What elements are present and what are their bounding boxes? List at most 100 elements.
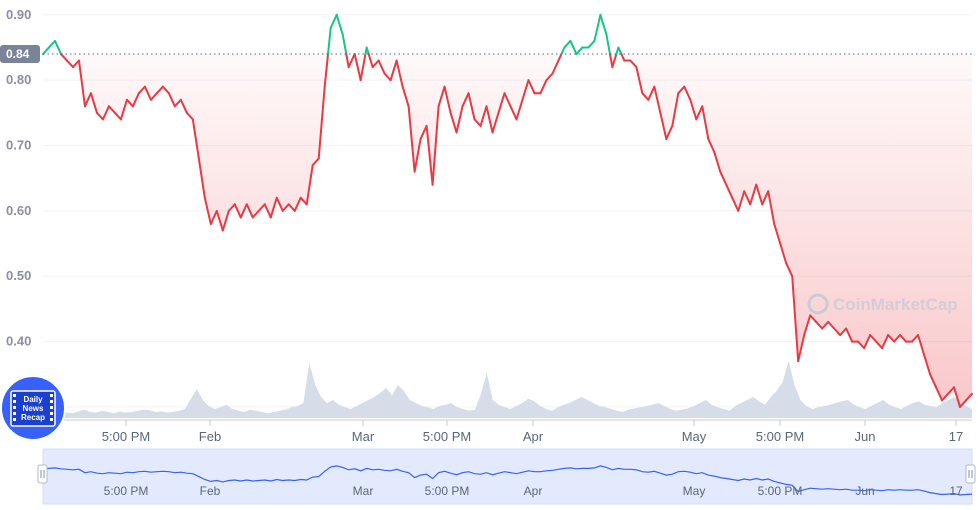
price-segment (467, 92, 476, 121)
price-segment (185, 111, 194, 121)
price-segment (125, 98, 134, 108)
price-segment (563, 39, 572, 49)
price-segment (407, 105, 416, 173)
reference-badge (0, 45, 40, 64)
price-segment (59, 53, 68, 62)
price-segment (539, 79, 548, 95)
price-segment (317, 85, 326, 160)
price-segment (608, 53, 614, 69)
price-segment (455, 105, 464, 134)
price-segment (377, 59, 386, 75)
y-axis: 0.900.800.700.600.500.400.30 (6, 7, 31, 414)
price-segment (485, 105, 494, 134)
price-segment (479, 105, 488, 127)
price-segment (173, 98, 182, 108)
price-segment (233, 203, 242, 219)
price-segment (809, 314, 818, 323)
price-segment (353, 53, 362, 82)
reference-line: 0.84 (0, 45, 972, 64)
price-segment (527, 79, 536, 95)
y-tick-label: 0.70 (6, 138, 31, 153)
price-segment (821, 320, 830, 330)
price-segment (281, 203, 290, 212)
price-segment (191, 118, 200, 160)
price-segment (359, 53, 367, 82)
price-segment (599, 13, 608, 36)
watermark-text: CoinMarketCap (833, 295, 958, 314)
navigator-series (42, 465, 973, 496)
y-tick-label: 0.60 (6, 203, 31, 218)
price-segment (917, 334, 926, 356)
price-segment (620, 53, 626, 62)
film-perforations-icon (13, 394, 53, 421)
price-segment (575, 46, 584, 56)
price-segment (155, 85, 164, 95)
navigator-right-handle[interactable] (965, 464, 976, 484)
daily-news-recap-logo: Daily News Recap (0, 375, 66, 441)
price-segment (335, 13, 344, 36)
price-segment (845, 327, 854, 343)
price-segment (689, 98, 698, 121)
price-segment (491, 111, 500, 134)
price-segment (437, 85, 446, 108)
navigator-window[interactable] (42, 448, 973, 505)
navigator[interactable]: 5:00 PM Feb Mar 5:00 PM Apr May 5:00 PM Jun 17 (37, 448, 976, 505)
price-segment (329, 13, 338, 29)
price-segment (617, 46, 623, 56)
price-segment (785, 262, 794, 278)
price-segment (671, 92, 680, 127)
price-segment (161, 85, 170, 95)
price-segment (683, 85, 692, 101)
price-segment (143, 85, 152, 101)
logo-line-1: Daily (23, 395, 43, 404)
price-segment (545, 72, 554, 82)
price-segment (53, 39, 62, 56)
price-segment (497, 92, 506, 114)
navigator-left-handle[interactable] (37, 464, 48, 484)
price-segment (179, 98, 188, 114)
price-segment (203, 196, 212, 225)
price-segment (443, 85, 452, 114)
price-segment (857, 340, 866, 350)
price-segment (629, 59, 638, 69)
film-frame-icon (10, 390, 56, 427)
price-segment (791, 275, 800, 363)
y-tick-label: 0.80 (6, 72, 31, 87)
price-segment (509, 105, 518, 121)
price-segment (695, 105, 704, 121)
navigator-tick-label: 17 (949, 484, 963, 498)
price-segment (737, 190, 746, 212)
price-segment (707, 137, 716, 154)
price-segment (311, 157, 320, 167)
price-segment (395, 59, 404, 88)
navigator-tick-label: Mar (353, 484, 374, 498)
navigator-tick-label: Feb (200, 484, 221, 498)
price-segment (251, 209, 260, 219)
price-segment (779, 242, 788, 265)
coinmarketcap-logo-icon (807, 293, 829, 315)
price-segment (725, 183, 734, 199)
x-tick-label: Feb (199, 429, 221, 444)
price-segment (815, 320, 824, 330)
price-segment (83, 92, 92, 108)
price-segment (47, 39, 56, 49)
price-segment (797, 334, 806, 363)
price-segment (647, 85, 656, 101)
price-segment (401, 85, 410, 108)
x-tick-label: 17 (949, 429, 963, 444)
price-segment (641, 92, 650, 101)
price-segment (371, 59, 380, 69)
price-segment (383, 72, 392, 82)
volume-area (43, 361, 972, 418)
price-segment (659, 111, 668, 140)
price-segment (367, 53, 374, 69)
price-segment (323, 53, 330, 88)
price-segment (959, 399, 968, 408)
navigator-tick-label: 5:00 PM (425, 484, 470, 498)
price-segment (869, 334, 878, 343)
price-segment (119, 98, 128, 121)
price-segment (947, 386, 956, 395)
price-segment (503, 92, 512, 108)
price-segment (65, 59, 74, 69)
